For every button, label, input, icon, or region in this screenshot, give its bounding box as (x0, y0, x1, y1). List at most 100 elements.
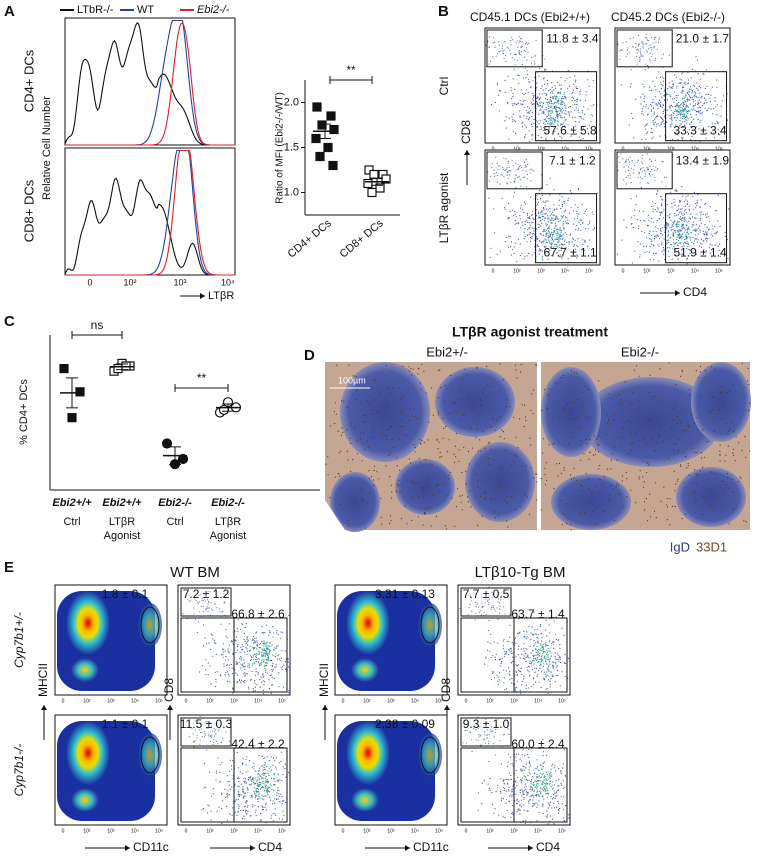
event-dot (264, 784, 265, 785)
event-dot (438, 412, 439, 413)
event-dot (554, 139, 555, 140)
event-dot (687, 113, 688, 114)
event-dot (243, 659, 244, 660)
event-dot (363, 432, 364, 433)
event-dot (247, 792, 248, 793)
event-dot (265, 773, 266, 774)
event-dot (376, 471, 377, 472)
event-dot (545, 202, 546, 203)
event-dot (463, 399, 464, 400)
event-dot (539, 105, 540, 106)
event-dot (534, 252, 535, 253)
event-dot (239, 806, 240, 807)
event-dot (609, 494, 610, 495)
event-dot (278, 654, 279, 655)
event-dot (646, 34, 647, 35)
event-dot (262, 787, 263, 788)
event-dot (541, 671, 542, 672)
event-dot (556, 102, 557, 103)
event-dot (706, 217, 707, 218)
event-dot (567, 88, 568, 89)
event-dot (535, 672, 536, 673)
event-dot (605, 511, 606, 512)
event-dot (677, 399, 678, 400)
event-dot (538, 114, 539, 115)
event-dot (541, 769, 542, 770)
event-dot (253, 782, 254, 783)
event-dot (653, 211, 654, 212)
event-dot (565, 676, 566, 677)
event-dot (539, 665, 540, 666)
event-dot (655, 482, 656, 483)
event-dot (516, 456, 517, 457)
event-dot (680, 231, 681, 232)
event-dot (649, 392, 650, 393)
data-point (312, 135, 320, 143)
event-dot (662, 398, 663, 399)
event-dot (428, 486, 429, 487)
density-blob (351, 788, 379, 812)
event-dot (276, 792, 277, 793)
event-dot (548, 237, 549, 238)
event-dot (373, 479, 374, 480)
event-dot (563, 201, 564, 202)
event-dot (510, 44, 511, 45)
event-dot (659, 103, 660, 104)
event-dot (282, 632, 283, 633)
event-dot (727, 258, 728, 259)
event-dot (526, 166, 527, 167)
legend-label: IgD (670, 539, 690, 554)
event-dot (681, 208, 682, 209)
event-dot (371, 476, 372, 477)
event-dot (544, 389, 545, 390)
event-dot (639, 478, 640, 479)
event-dot (396, 457, 397, 458)
event-dot (655, 203, 656, 204)
event-dot (544, 84, 545, 85)
event-dot (524, 177, 525, 178)
event-dot (526, 657, 527, 658)
event-dot (509, 679, 510, 680)
event-dot (264, 648, 265, 649)
gate-value: 21.0 ± 1.7 (676, 32, 730, 46)
event-dot (574, 117, 575, 118)
event-dot (717, 104, 718, 105)
event-dot (638, 50, 639, 51)
event-dot (687, 99, 688, 100)
event-dot (283, 800, 284, 801)
event-dot (207, 804, 208, 805)
event-dot (488, 198, 489, 199)
event-dot (525, 224, 526, 225)
event-dot (348, 520, 349, 521)
event-dot (259, 659, 260, 660)
event-dot (494, 609, 495, 610)
event-dot (413, 408, 414, 409)
event-dot (232, 815, 233, 816)
event-dot (548, 240, 549, 241)
event-dot (678, 234, 679, 235)
event-dot (525, 661, 526, 662)
event-dot (598, 492, 599, 493)
event-dot (529, 663, 530, 664)
event-dot (654, 86, 655, 87)
event-dot (553, 675, 554, 676)
event-dot (537, 629, 538, 630)
event-dot (680, 209, 681, 210)
event-dot (674, 230, 675, 231)
event-dot (263, 787, 264, 788)
event-dot (260, 820, 261, 821)
event-dot (508, 667, 509, 668)
event-dot (361, 460, 362, 461)
event-dot (693, 99, 694, 100)
event-dot (497, 83, 498, 84)
event-dot (255, 778, 256, 779)
event-dot (448, 475, 449, 476)
tick-label: 10⁵ (278, 828, 286, 834)
event-dot (528, 687, 529, 688)
event-dot (271, 660, 272, 661)
event-dot (673, 202, 674, 203)
event-dot (675, 109, 676, 110)
event-dot (700, 102, 701, 103)
event-dot (546, 407, 547, 408)
data-point (329, 162, 337, 170)
